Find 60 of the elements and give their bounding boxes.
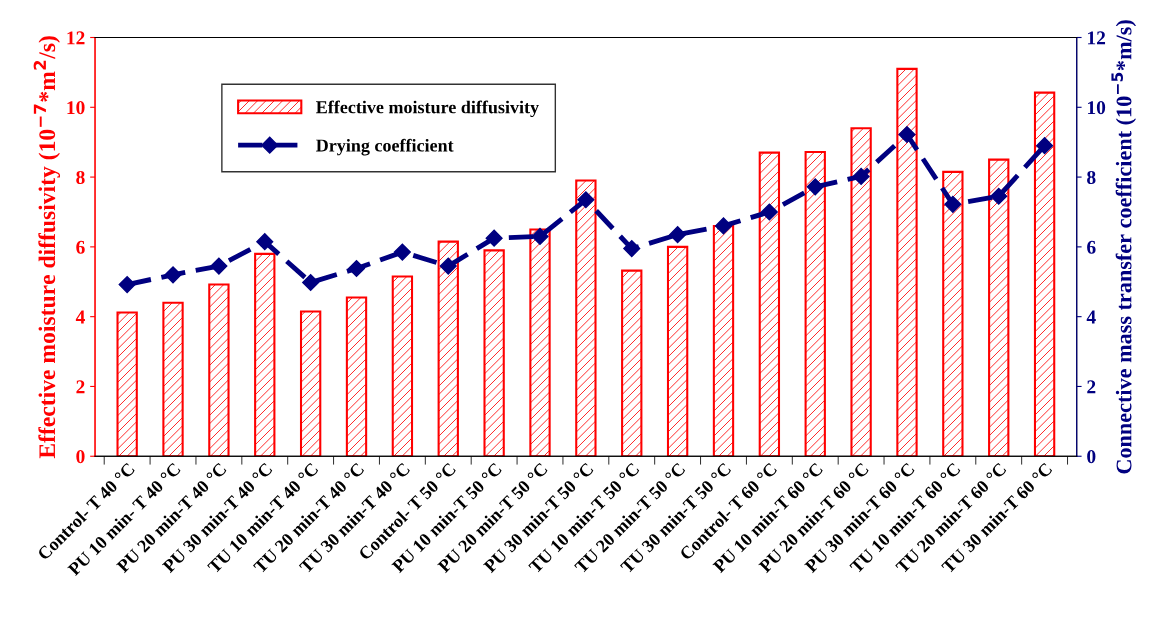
bar (208, 283, 230, 457)
bar (1033, 91, 1056, 457)
bar (942, 170, 964, 457)
point (1036, 137, 1054, 155)
bar (254, 252, 276, 457)
y-tick-label: 10 (67, 101, 85, 115)
point (485, 229, 503, 247)
y2-tick-label: 2 (1087, 380, 1096, 394)
bar (575, 179, 597, 457)
point (944, 195, 962, 213)
legend-label: Effective moisture diffusivity (316, 100, 539, 118)
y2-tick-label: 0 (1087, 450, 1096, 464)
bar (712, 224, 735, 457)
y2-tick-label: 8 (1087, 170, 1096, 185)
y2-tick-label: 12 (1087, 31, 1106, 45)
bar (758, 151, 781, 457)
y2-tick-label: 4 (1086, 310, 1096, 324)
bar (345, 296, 368, 457)
bar (391, 275, 414, 457)
bar (116, 311, 138, 457)
y-tick-label: 2 (76, 380, 85, 394)
bar (299, 310, 322, 457)
bar (666, 245, 689, 457)
bar (804, 150, 826, 457)
bar (437, 240, 459, 457)
bar (162, 301, 184, 457)
bar (896, 67, 918, 457)
y2-tick-label: 6 (1087, 240, 1096, 254)
bar (850, 127, 872, 457)
bar (621, 269, 643, 457)
point (714, 217, 733, 235)
y-tick-label: 4 (75, 310, 85, 324)
y-tick-label: 12 (67, 31, 85, 45)
point (760, 203, 778, 221)
y-tick-label: 0 (76, 450, 85, 464)
point (347, 259, 366, 278)
point (302, 273, 320, 292)
point (669, 226, 687, 244)
y-tick-label: 6 (76, 240, 85, 254)
legend-label: Drying coefficient (316, 138, 454, 156)
bar (988, 158, 1010, 457)
y-axis-title: Effective moisture diffusivity (10$^{−7}$*m$^{2}$/s) (33, 36, 61, 459)
bar (483, 249, 505, 457)
point (439, 257, 457, 275)
point (393, 243, 411, 261)
point (531, 227, 549, 245)
point (164, 266, 182, 284)
y2-axis-title: Connective mass transfer coefficient (10$^{−5}$*m/s) (1111, 20, 1137, 474)
point (118, 276, 136, 294)
point (852, 167, 870, 185)
point (806, 178, 824, 196)
point (623, 240, 641, 258)
y-tick-label: 8 (76, 170, 85, 185)
point (990, 187, 1008, 205)
point (210, 257, 228, 275)
point (577, 191, 595, 209)
point (898, 125, 916, 144)
bar (529, 228, 551, 457)
point (256, 233, 274, 251)
y2-tick-label: 10 (1087, 101, 1106, 115)
